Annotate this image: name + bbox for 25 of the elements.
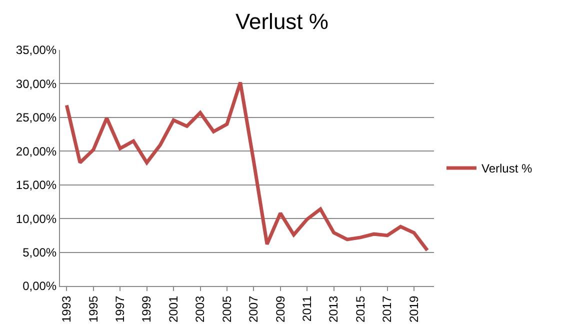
y-tick-label: 35,00% — [16, 43, 57, 58]
x-tick-label: 2013 — [326, 295, 341, 323]
x-tick-label: 2017 — [380, 295, 394, 323]
x-tick-label: 2019 — [406, 295, 421, 323]
y-tick-label: 30,00% — [16, 76, 57, 91]
y-tick-label: 10,00% — [16, 212, 57, 226]
line-series — [64, 80, 430, 252]
x-tick-label: 2001 — [166, 295, 180, 323]
x-tick-label: 2003 — [193, 295, 208, 323]
y-tick-label: 25,00% — [16, 110, 57, 125]
x-tick-label: 1997 — [113, 295, 128, 323]
x-tick-label: 2005 — [220, 295, 234, 323]
x-tick-label: 2009 — [273, 295, 288, 323]
y-tick-label: 5,00% — [22, 245, 57, 260]
x-tick-label: 2011 — [300, 295, 314, 322]
chart-title: Verlust % — [236, 8, 328, 34]
x-tick-label: 1999 — [140, 295, 154, 323]
y-tick-label: 15,00% — [16, 178, 57, 192]
y-tick-label: 0,00% — [22, 279, 57, 294]
y-tick-label: 20,00% — [16, 144, 57, 158]
x-tick-label: 2015 — [353, 295, 368, 323]
legend-label: Verlust % — [481, 162, 532, 176]
x-tick-label: 2007 — [246, 295, 261, 323]
x-tick-label: 1993 — [60, 295, 74, 323]
x-tick-label: 1995 — [86, 295, 100, 323]
